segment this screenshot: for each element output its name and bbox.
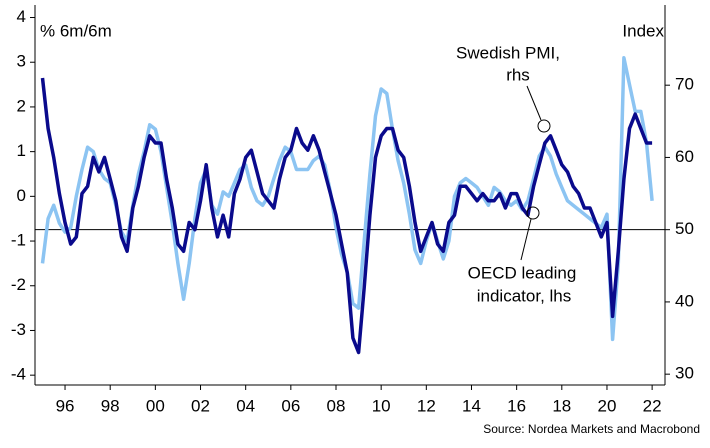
annotation-marker bbox=[526, 206, 540, 220]
annotation-pointer bbox=[526, 85, 542, 121]
annotation-pointer bbox=[520, 218, 532, 261]
y-tick-label: 0 bbox=[17, 186, 26, 205]
annotation-marker bbox=[537, 119, 551, 133]
y2-tick-label: 50 bbox=[675, 219, 694, 238]
y-tick-label: 2 bbox=[17, 96, 26, 115]
annotation: Swedish PMI, bbox=[456, 43, 560, 62]
y2-axis-label: Index bbox=[622, 21, 664, 40]
y-tick-label: -3 bbox=[11, 320, 26, 339]
annotation: OECD leading bbox=[468, 263, 577, 282]
x-tick-label: 20 bbox=[598, 396, 617, 415]
x-tick-label: 96 bbox=[56, 396, 75, 415]
x-tick-label: 08 bbox=[327, 396, 346, 415]
y2-tick-label: 60 bbox=[675, 147, 694, 166]
y2-tick-label: 30 bbox=[675, 364, 694, 383]
x-tick-label: 04 bbox=[236, 396, 255, 415]
source: Source: Nordea Markets and Macrobond bbox=[483, 422, 700, 436]
y2-tick-label: 70 bbox=[675, 75, 694, 94]
x-tick-label: 22 bbox=[643, 396, 662, 415]
x-tick-label: 10 bbox=[372, 396, 391, 415]
annotation: indicator, lhs bbox=[477, 286, 572, 305]
y-tick-label: -2 bbox=[11, 275, 26, 294]
x-tick-label: 12 bbox=[417, 396, 436, 415]
annotation: rhs bbox=[506, 65, 530, 84]
series-line bbox=[40, 77, 653, 355]
y2-tick-label: 40 bbox=[675, 291, 694, 310]
y-tick-label: -1 bbox=[11, 231, 26, 250]
x-tick-label: 14 bbox=[462, 396, 481, 415]
y-axis-label: % 6m/6m bbox=[40, 21, 112, 40]
x-tick-label: 06 bbox=[281, 396, 300, 415]
x-tick-label: 00 bbox=[146, 396, 165, 415]
y-tick-label: 1 bbox=[17, 141, 26, 160]
x-tick-label: 18 bbox=[552, 396, 571, 415]
x-tick-label: 02 bbox=[191, 396, 210, 415]
y-tick-label: 3 bbox=[17, 52, 26, 71]
y-tick-label: -4 bbox=[11, 365, 26, 384]
x-tick-label: 98 bbox=[101, 396, 120, 415]
y-tick-label: 4 bbox=[17, 7, 26, 26]
x-tick-label: 16 bbox=[507, 396, 526, 415]
plot bbox=[35, 56, 665, 355]
